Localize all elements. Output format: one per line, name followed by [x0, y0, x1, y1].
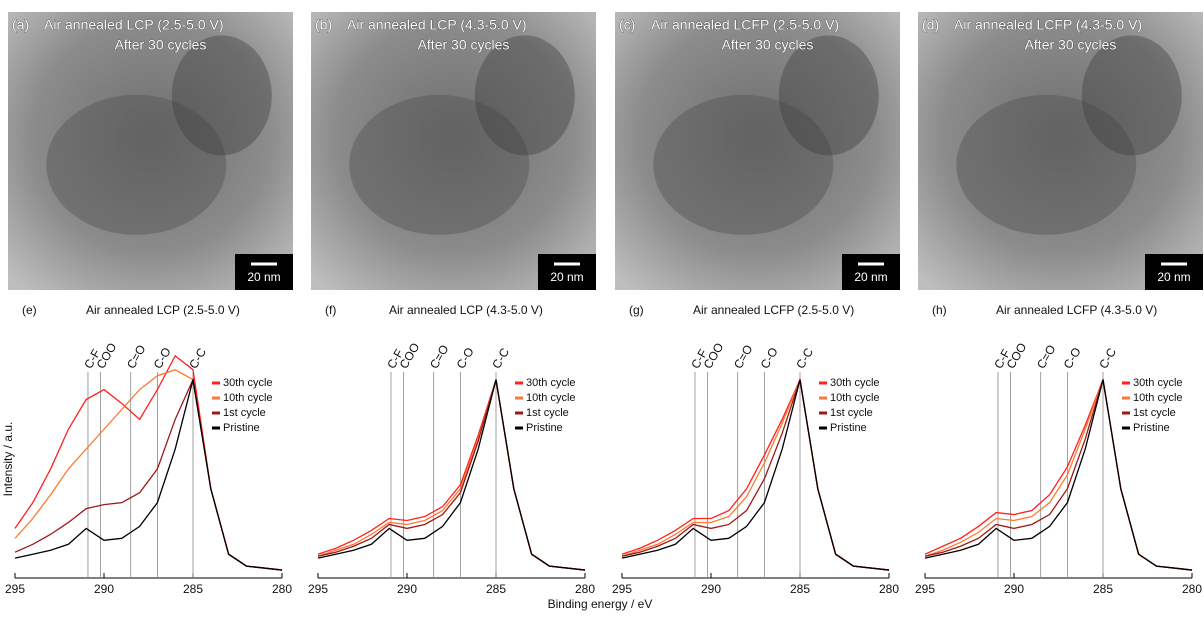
spectrum-line — [924, 379, 1193, 571]
tem-particle — [778, 35, 879, 156]
image-title: Air annealed LCP (2.5-5.0 V) — [44, 17, 224, 33]
peak-label: C-C — [489, 345, 512, 371]
panel-label: (b) — [315, 17, 332, 33]
image-title: Air annealed LCP (4.3-5.0 V) — [347, 17, 527, 33]
tem-particle — [653, 94, 834, 235]
peak-label: C-C — [793, 345, 816, 371]
x-tick-label: 285 — [1093, 582, 1113, 596]
image-title: Air annealed LCFP (2.5-5.0 V) — [651, 17, 839, 33]
scale-bar-box — [1145, 254, 1203, 290]
legend-label: 1st cycle — [1133, 407, 1176, 419]
panel-label: (f) — [325, 303, 336, 317]
scale-bar-box — [842, 254, 900, 290]
scale-label: 20 nm — [550, 270, 583, 284]
image-subtitle: After 30 cycles — [1025, 37, 1117, 53]
scale-label: 20 nm — [247, 270, 280, 284]
tem-particle — [956, 94, 1137, 235]
x-tick-label: 290 — [94, 582, 114, 596]
image-subtitle: After 30 cycles — [722, 37, 814, 53]
tem-particle — [46, 94, 227, 235]
chart-title: Air annealed LCFP (4.3-5.0 V) — [996, 303, 1157, 317]
peak-label: C-O — [758, 345, 781, 371]
peak-label: COO — [1004, 340, 1030, 371]
legend-label: 1st cycle — [223, 407, 266, 419]
x-tick-label: 290 — [701, 582, 721, 596]
panel-label: (d) — [922, 17, 939, 33]
legend-label: Pristine — [223, 422, 260, 434]
peak-label: C-O — [151, 345, 174, 371]
x-axis-label: Binding energy / eV — [548, 597, 653, 611]
panel-label: (h) — [932, 303, 947, 317]
peak-label: COO — [701, 340, 727, 371]
spectrum-line — [317, 379, 586, 571]
peak-label: C=O — [427, 342, 452, 371]
x-tick-label: 295 — [5, 582, 25, 596]
tem-particle — [474, 35, 575, 156]
x-tick-label: 290 — [397, 582, 417, 596]
legend-label: Pristine — [830, 422, 867, 434]
tem-particle — [1081, 35, 1182, 156]
legend-label: 30th cycle — [830, 377, 880, 389]
x-tick-label: 295 — [612, 582, 632, 596]
x-tick-label: 295 — [915, 582, 935, 596]
legend-label: 30th cycle — [223, 377, 273, 389]
tem-image — [918, 12, 1203, 290]
peak-label: C-C — [1096, 345, 1119, 371]
x-tick-label: 280 — [575, 582, 595, 596]
legend-label: Pristine — [526, 422, 563, 434]
legend-label: 1st cycle — [830, 407, 873, 419]
legend-label: 10th cycle — [1133, 392, 1183, 404]
x-tick-label: 285 — [790, 582, 810, 596]
x-tick-label: 280 — [272, 582, 292, 596]
panel-label: (e) — [22, 303, 37, 317]
legend-label: 30th cycle — [1133, 377, 1183, 389]
y-axis-label: Intensity / a.u. — [1, 422, 15, 497]
panel-label: (a) — [12, 17, 29, 33]
x-tick-label: 280 — [1182, 582, 1202, 596]
chart-title: Air annealed LCFP (2.5-5.0 V) — [693, 303, 854, 317]
x-tick-label: 280 — [879, 582, 899, 596]
legend-label: Pristine — [1133, 422, 1170, 434]
tem-particle — [171, 35, 272, 156]
legend-label: 10th cycle — [526, 392, 576, 404]
scale-bar-box — [538, 254, 596, 290]
image-subtitle: After 30 cycles — [115, 37, 207, 53]
legend-label: 10th cycle — [830, 392, 880, 404]
x-tick-label: 295 — [308, 582, 328, 596]
chart-title: Air annealed LCP (4.3-5.0 V) — [389, 303, 543, 317]
spectrum-line — [14, 379, 283, 571]
tem-image — [311, 12, 596, 290]
legend-label: 10th cycle — [223, 392, 273, 404]
tem-particle — [349, 94, 530, 235]
panel-label: (c) — [619, 17, 635, 33]
peak-label: C=O — [1034, 342, 1059, 371]
peak-label: C=O — [124, 342, 149, 371]
peak-label: C=O — [731, 342, 756, 371]
peak-label: C-O — [1061, 345, 1084, 371]
image-title: Air annealed LCFP (4.3-5.0 V) — [954, 17, 1142, 33]
panel-label: (g) — [629, 303, 644, 317]
scale-label: 20 nm — [1157, 270, 1190, 284]
x-tick-label: 290 — [1004, 582, 1024, 596]
image-subtitle: After 30 cycles — [418, 37, 510, 53]
peak-label: COO — [94, 340, 120, 371]
scale-label: 20 nm — [854, 270, 887, 284]
legend-label: 30th cycle — [526, 377, 576, 389]
peak-label: C-O — [454, 345, 477, 371]
peak-label: COO — [397, 340, 423, 371]
tem-image — [8, 12, 293, 290]
chart-title: Air annealed LCP (2.5-5.0 V) — [86, 303, 240, 317]
x-tick-label: 285 — [183, 582, 203, 596]
tem-image — [615, 12, 900, 290]
legend-label: 1st cycle — [526, 407, 569, 419]
scale-bar-box — [235, 254, 293, 290]
x-tick-label: 285 — [486, 582, 506, 596]
spectrum-line — [621, 379, 890, 571]
